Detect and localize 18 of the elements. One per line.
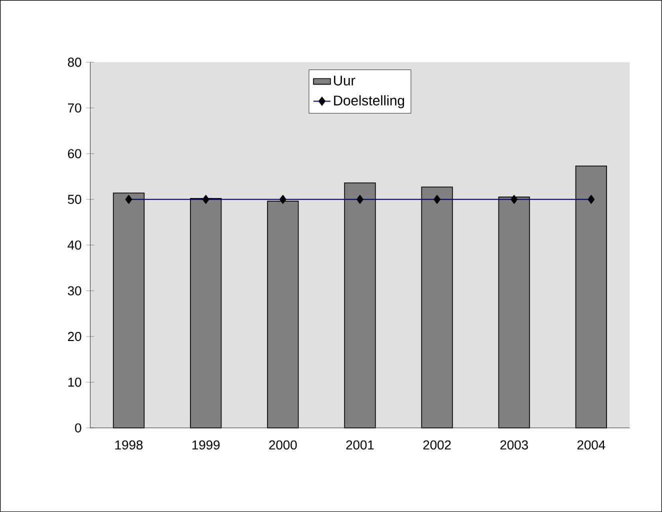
y-tick-label: 0 [75, 423, 82, 432]
x-tick-label: 1998 [115, 440, 143, 450]
y-tick-label: 70 [68, 103, 82, 112]
x-tick-label: 2004 [577, 440, 606, 450]
x-tick-label: 2001 [346, 440, 374, 450]
y-tick-label: 80 [68, 58, 82, 67]
y-tick-label: 50 [68, 194, 82, 204]
legend-label: Doelstelling [334, 95, 404, 108]
x-tick-label: 2002 [423, 440, 451, 450]
x-tick-label: 2000 [269, 440, 297, 450]
y-tick-label: 40 [68, 240, 82, 250]
y-tick-label: 60 [68, 149, 82, 158]
y-tick-label: 30 [68, 286, 82, 296]
y-tick-label: 10 [68, 378, 82, 387]
x-tick-label: 1999 [192, 440, 220, 450]
y-tick-label: 20 [68, 332, 82, 342]
legend-label: Uur [334, 76, 356, 86]
x-tick-label: 2003 [500, 440, 528, 450]
